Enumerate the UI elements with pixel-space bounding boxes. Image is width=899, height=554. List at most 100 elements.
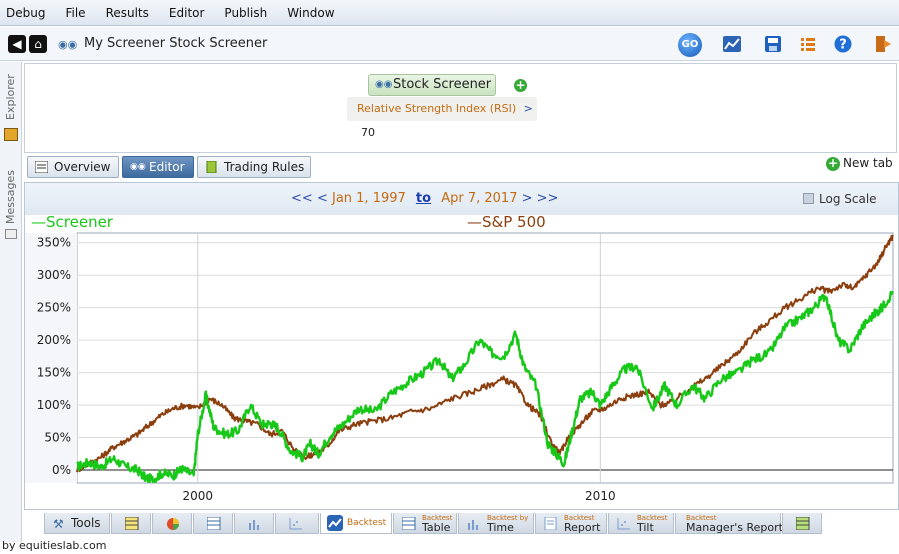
bar-chart-icon [468, 520, 478, 530]
tab-scatter[interactable] [275, 513, 319, 534]
legend-screener-swatch: — [31, 213, 46, 231]
spreadsheet-icon [796, 517, 810, 530]
explorer-label: Explorer [4, 74, 17, 120]
help-icon[interactable]: ? [834, 35, 852, 53]
tab-backtest-report[interactable]: Backtest Report [535, 513, 607, 534]
y-axis-gutter [25, 233, 77, 483]
x-tick-label: 2010 [585, 489, 616, 503]
series-line-screener [76, 290, 895, 483]
legend-screener-label: Screener [46, 213, 113, 231]
y-tick-label: 50% [44, 431, 71, 445]
tab-backtest-tilt[interactable]: Backtest Tilt [608, 513, 674, 534]
criterion-name: Relative Strength Index (RSI) [357, 102, 517, 115]
y-tick-label: 0% [52, 463, 71, 477]
bar-chart-icon [249, 520, 259, 530]
stock-screener-tab[interactable]: ◉◉ Stock Screener [368, 74, 496, 96]
menu-editor[interactable]: Editor [168, 5, 205, 20]
scatter-icon [289, 518, 302, 530]
criterion-operator[interactable]: > [523, 102, 533, 115]
chart-icon[interactable] [723, 36, 741, 52]
rules-icon [206, 161, 217, 173]
tab-editor[interactable]: ◉◉ Editor [122, 156, 194, 178]
end-date[interactable]: Apr 7, 2017 [441, 191, 518, 206]
footer-credit: by equitieslab.com [2, 539, 107, 552]
tab-backtest[interactable]: Backtest [320, 513, 392, 534]
criterion-row[interactable]: Relative Strength Index (RSI) > 70 [347, 97, 537, 139]
svg-text:?: ? [839, 38, 847, 53]
table-icon [402, 517, 416, 530]
menu-window[interactable]: Window [287, 5, 335, 20]
new-tab-label: New tab [843, 156, 893, 170]
tab-backtest-time[interactable]: Backtest by Time [458, 513, 534, 534]
y-tick-label: 350% [37, 236, 71, 250]
tab-editor-label: Editor [149, 160, 185, 174]
log-scale-toggle[interactable]: Log Scale [803, 192, 877, 206]
date-last-button[interactable]: >> [536, 191, 559, 206]
tab-backtest-time-caption: Backtest by [487, 514, 529, 522]
tab-backtest-table-label: Table [422, 521, 451, 534]
legend-sp500-swatch: — [467, 213, 482, 231]
exit-icon[interactable] [874, 35, 892, 53]
menu-results[interactable]: Results [105, 5, 149, 20]
start-date[interactable]: Jan 1, 1997 [331, 191, 406, 206]
criteria-panel: ◉◉ Stock Screener + Relative Strength In… [24, 63, 897, 153]
save-icon[interactable] [765, 36, 781, 52]
add-criterion-button[interactable]: + [514, 78, 527, 92]
binoculars-icon: ◉◉ [375, 79, 393, 90]
stock-screener-label: Stock Screener [393, 77, 492, 92]
tab-backtest-table[interactable]: Backtest Table [393, 513, 457, 534]
date-first-button[interactable]: << [291, 191, 313, 206]
tab-spreadsheet[interactable] [111, 513, 151, 534]
series-line-sp500 [76, 234, 894, 473]
menu-debug[interactable]: Debug [6, 5, 46, 20]
tab-trading-rules[interactable]: Trading Rules [197, 156, 311, 178]
tab-managers-report-caption: Backtest [686, 514, 717, 522]
date-to-link[interactable]: to [415, 191, 432, 206]
menu-file[interactable]: File [65, 5, 86, 20]
date-range: << < Jan 1, 1997 to Apr 7, 2017 > >> [291, 191, 558, 206]
spreadsheet-icon [125, 517, 139, 530]
scatter-icon [617, 518, 630, 530]
back-icon[interactable]: ◀ [8, 35, 26, 53]
tab-table[interactable] [193, 513, 233, 534]
criterion-value[interactable]: 70 [361, 126, 375, 139]
go-button[interactable]: GO [678, 33, 702, 57]
tab-backtest-tilt-label: Tilt [637, 521, 654, 534]
date-next-button[interactable]: > [521, 191, 533, 206]
list-icon[interactable] [801, 37, 815, 51]
tab-bar-chart[interactable] [234, 513, 274, 534]
tab-tools-label: Tools [71, 516, 101, 530]
folder-icon [4, 128, 18, 141]
binoculars-icon: ◉◉ [130, 162, 146, 172]
x-tick-label: 2000 [182, 489, 213, 503]
log-scale-checkbox[interactable] [803, 193, 814, 204]
explorer-tab[interactable]: Explorer [0, 62, 22, 152]
legend-sp500: —S&P 500 [467, 213, 546, 231]
tab-backtest-tilt-caption: Backtest [637, 514, 668, 522]
new-tab-button[interactable]: + New tab [826, 156, 893, 171]
tab-spreadsheet-2[interactable] [782, 513, 822, 534]
messages-label: Messages [4, 170, 17, 224]
wrench-icon: ⚒ [53, 517, 64, 531]
y-tick-label: 300% [37, 268, 71, 282]
backtest-chart-icon [327, 515, 343, 531]
tab-pie-chart[interactable] [152, 513, 192, 534]
envelope-icon [5, 229, 17, 239]
tab-tools[interactable]: ⚒ Tools [44, 513, 110, 534]
menubar: Debug File Results Editor Publish Window [0, 0, 899, 26]
pie-chart-icon [167, 518, 179, 530]
tab-overview[interactable]: Overview [27, 156, 119, 178]
overview-icon [35, 161, 48, 173]
table-icon [207, 517, 221, 530]
date-range-bar [25, 183, 898, 215]
y-tick-label: 200% [37, 333, 71, 347]
report-icon [544, 517, 557, 530]
date-prev-button[interactable]: < [316, 191, 328, 206]
messages-tab[interactable]: Messages [0, 162, 22, 257]
plot-area [76, 232, 894, 484]
tab-managers-report[interactable]: Backtest Manager's Report [675, 513, 783, 534]
home-icon[interactable]: ⌂ [29, 35, 47, 53]
tab-backtest-report-label: Report [564, 521, 601, 534]
menu-publish[interactable]: Publish [224, 5, 268, 20]
